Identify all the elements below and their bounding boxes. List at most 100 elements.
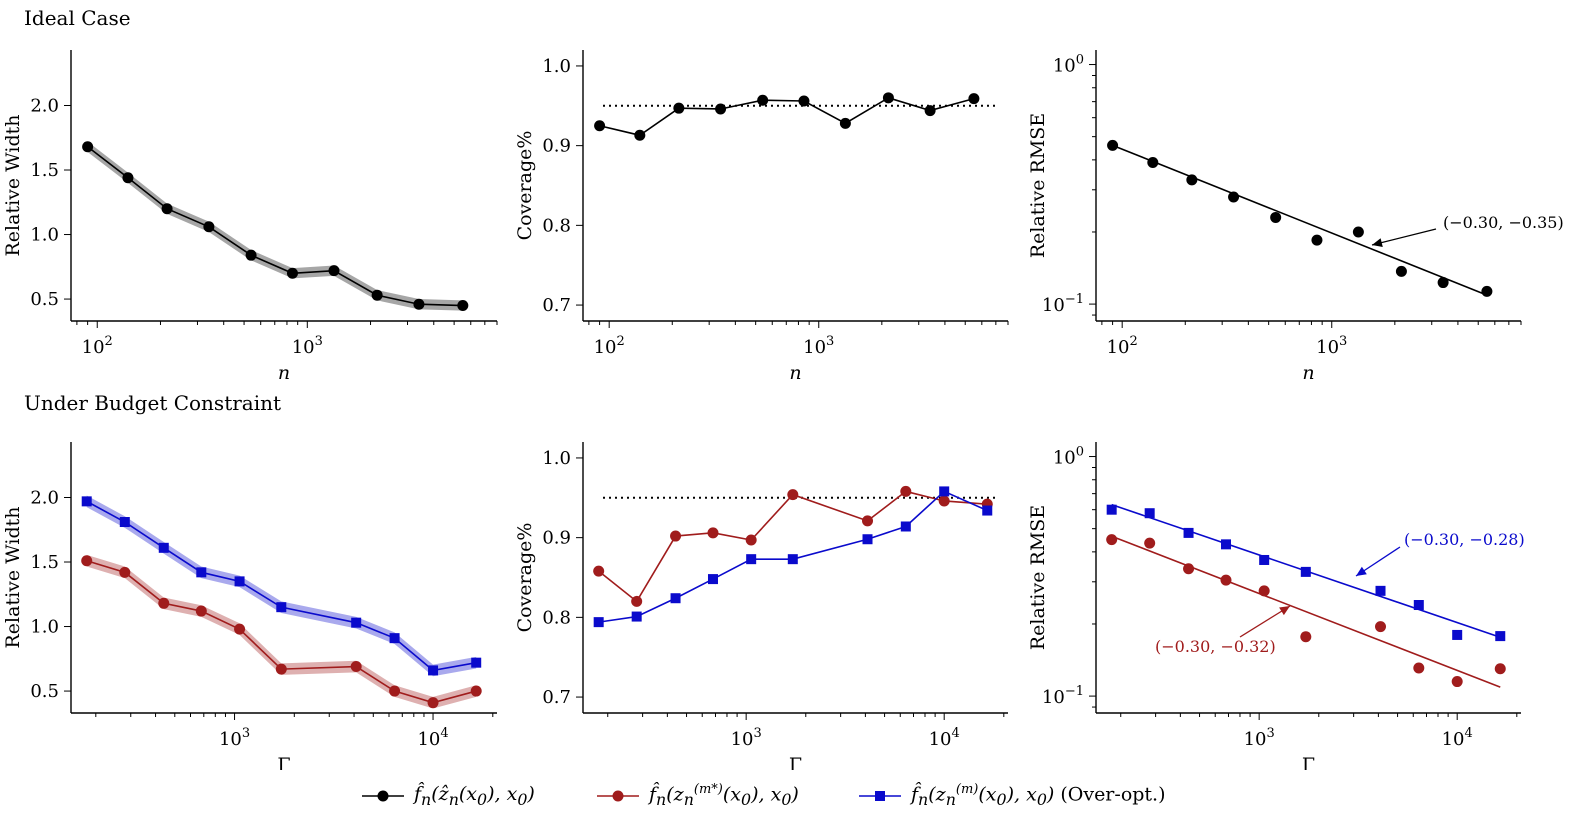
y-tick-label: 10−1 — [1042, 292, 1084, 316]
data-point — [1311, 234, 1323, 246]
data-point — [161, 203, 173, 215]
y-tick-label: 0.9 — [542, 528, 571, 549]
data-point — [196, 567, 207, 578]
chart-ideal-rmse: 102 103 10−1 100 n Relative RMSE (−0.30, −0.35… — [1027, 50, 1564, 384]
x-tick-label: 102 — [594, 334, 625, 358]
y-tick-label: 0.8 — [542, 215, 571, 236]
series-line — [598, 490, 988, 603]
data-point — [715, 103, 727, 115]
y-tick-label: 0.5 — [30, 681, 59, 702]
series-line — [87, 146, 463, 307]
data-point — [1495, 631, 1506, 642]
y-axis-label: Relative Width — [2, 115, 24, 257]
data-point — [81, 496, 92, 507]
y-tick-label: 1.0 — [30, 617, 59, 638]
data-point — [328, 265, 340, 277]
data-point — [594, 120, 606, 132]
data-point — [82, 141, 94, 153]
chart-ideal-width: 102 103 0.5 1.0 1.5 2.0 n Relative Width — [2, 50, 498, 384]
y-tick-label: 0.7 — [542, 687, 571, 708]
data-point — [1147, 157, 1159, 169]
legend-swatch-mstar — [597, 790, 639, 802]
x-tick-label: 103 — [292, 334, 323, 358]
data-point — [195, 605, 207, 617]
x-tick-label: 103 — [803, 334, 834, 358]
y-axis-label: Coverage% — [514, 131, 536, 241]
data-point — [924, 105, 936, 117]
data-point — [286, 267, 298, 279]
data-point — [1300, 631, 1312, 643]
data-point — [707, 527, 719, 539]
y-tick-label: 2.0 — [30, 487, 59, 508]
annotation-arrow — [1371, 228, 1437, 246]
y-tick-label: 100 — [1053, 445, 1084, 469]
data-point — [593, 565, 605, 577]
data-point — [1451, 676, 1463, 688]
data-point — [470, 685, 482, 697]
data-point — [862, 515, 874, 527]
data-point — [1413, 662, 1425, 674]
series-mstar: (−0.30, −0.32) — [1106, 534, 1506, 688]
x-tick-label: 103 — [731, 726, 762, 750]
data-point — [119, 517, 130, 528]
data-point — [119, 566, 131, 578]
series-overopt — [593, 486, 993, 628]
data-point — [158, 597, 170, 609]
series-ideal — [82, 141, 469, 312]
legend-item-overopt: f̂n(zn(m)(x0), x0) (Over-opt.) — [857, 778, 1166, 814]
x-axis-label: Γ — [277, 754, 290, 770]
slope-annotation: (−0.30, −0.28) — [1404, 530, 1525, 549]
series-overopt — [81, 495, 482, 677]
data-point — [1183, 563, 1195, 575]
data-point — [1144, 537, 1156, 549]
data-point — [1258, 585, 1270, 597]
data-point — [787, 554, 798, 565]
legend-swatch-ideal — [362, 790, 404, 802]
y-axis-label: Coverage% — [514, 523, 536, 633]
data-point — [1220, 574, 1232, 586]
x-axis-label: n — [278, 362, 290, 384]
data-point — [757, 94, 769, 106]
chart-budget-rmse: 103 104 10−1 100 Γ Relative RMSE (−0.30, −0.28… — [1027, 442, 1525, 770]
data-point — [1220, 539, 1231, 550]
series-mstar — [81, 554, 482, 709]
data-point — [1375, 585, 1386, 596]
data-point — [1259, 554, 1270, 565]
x-axis-label: Γ — [1302, 754, 1315, 770]
data-point — [1144, 508, 1155, 519]
legend-item-mstar: f̂n(zn(m*)(x0), x0) — [595, 778, 799, 814]
y-axis-label: Relative RMSE — [1027, 505, 1049, 650]
series-line — [598, 490, 988, 623]
slope-annotation: (−0.30, −0.35) — [1443, 213, 1564, 232]
y-axis-label: Relative RMSE — [1027, 113, 1049, 258]
data-point — [938, 495, 950, 507]
x-tick-label: 103 — [219, 726, 250, 750]
series-line — [599, 96, 975, 137]
data-point — [1106, 534, 1118, 546]
slope-annotation: (−0.30, −0.32) — [1155, 637, 1276, 656]
data-point — [631, 595, 643, 607]
data-point — [634, 129, 646, 141]
legend-swatch-overopt — [859, 791, 901, 801]
data-point — [631, 611, 642, 622]
data-point — [593, 617, 604, 628]
data-point — [351, 617, 362, 628]
data-point — [1352, 226, 1364, 238]
legend-label-overopt: f̂n(zn(m)(x0), x0) (Over-opt.) — [911, 782, 1166, 810]
data-point — [389, 685, 401, 697]
data-point — [1300, 566, 1311, 577]
data-point — [968, 93, 980, 105]
row-title-ideal: Ideal Case — [24, 6, 131, 30]
y-tick-label: 1.0 — [542, 448, 571, 469]
data-point — [276, 602, 287, 613]
data-point — [839, 117, 851, 129]
chart-budget-width: 103 104 0.5 1.0 1.5 2.0 Γ Relative Width — [2, 442, 497, 770]
data-point — [882, 92, 894, 104]
series-line — [86, 559, 477, 704]
series-line — [86, 500, 477, 672]
data-point — [245, 249, 257, 261]
data-point — [982, 505, 993, 516]
x-axis-label: n — [1302, 362, 1314, 384]
y-tick-label: 0.9 — [542, 136, 571, 157]
figure-canvas: 102 103 0.5 1.0 1.5 2.0 n Relative Width 102 103 0… — [2, 50, 1564, 770]
